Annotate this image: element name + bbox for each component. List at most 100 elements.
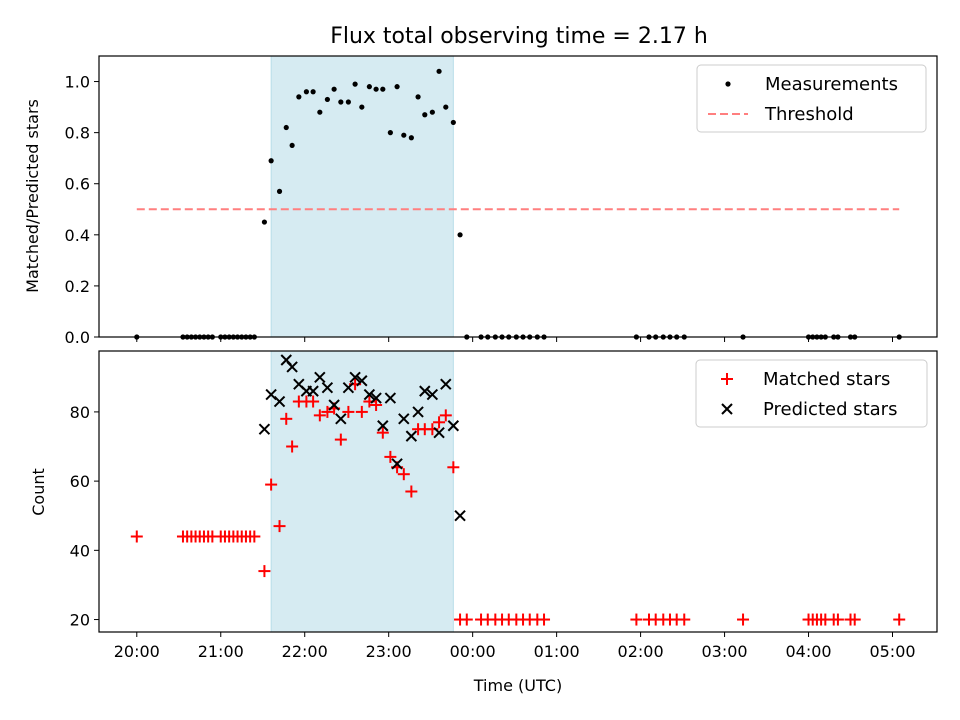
- measurements-point: [317, 109, 323, 115]
- matched-stars-point: [307, 395, 320, 408]
- measurements-point: [394, 84, 400, 90]
- predicted-stars-point: [412, 406, 424, 418]
- predicted-stars-point: [377, 420, 389, 432]
- predicted-stars-point: [384, 392, 397, 404]
- bottom-y-tick-label: 40: [70, 541, 90, 560]
- matched-stars-point: [248, 530, 261, 543]
- bottom-axes-frame: [98, 350, 938, 633]
- measurements-point: [331, 86, 337, 92]
- bottom-y-axis-label: Count: [29, 468, 48, 516]
- predicted-stars-point: [356, 375, 368, 387]
- measurements-point: [268, 158, 274, 164]
- matched-stars-point: [678, 613, 691, 626]
- measurements-point: [276, 188, 283, 194]
- matched-stars-point: [258, 565, 271, 578]
- predicted-stars-point: [440, 378, 452, 390]
- matched-stars-point: [376, 426, 389, 439]
- top-y-tick-label: 0.0: [65, 328, 90, 347]
- matched-stars-point: [630, 613, 643, 626]
- predicted-stars-point: [342, 381, 355, 394]
- measurements-point: [401, 132, 407, 138]
- top-y-tick-label: 1.0: [65, 73, 90, 92]
- legend-predicted-label: Predicted stars: [763, 399, 897, 420]
- bottom-y-ticks: 20 40 60 80: [70, 403, 99, 630]
- bottom-y-tick-label: 80: [70, 403, 90, 422]
- predicted-stars-point: [405, 430, 418, 442]
- matched-stars-point: [130, 530, 143, 543]
- matched-stars-point: [370, 398, 383, 411]
- x-tick-label: 22:00: [282, 642, 328, 661]
- top-panel: 0.0 0.2 0.4 0.6 0.8 1.0 Matched/Predicted sta…: [23, 55, 938, 347]
- predicted-stars-point: [454, 510, 466, 522]
- top-y-axis-label: Matched/Predicted stars: [23, 99, 42, 293]
- measurements-point: [373, 86, 379, 92]
- measurements-point: [310, 89, 316, 95]
- top-legend: Measurements Threshold: [696, 64, 927, 133]
- legend-predicted-marker: [721, 403, 733, 415]
- measurements-point: [408, 135, 414, 141]
- matched-stars-point: [405, 485, 418, 498]
- measurements-point: [415, 94, 421, 100]
- legend-threshold-label: Threshold: [764, 104, 854, 125]
- matched-stars-point: [384, 450, 397, 463]
- bottom-x-ticks: 20:00 21:00 22:00 23:00 00:00 01:00 02:00 03:00…: [114, 632, 916, 661]
- top-y-tick-label: 0.4: [65, 226, 90, 245]
- matched-stars-point: [447, 461, 460, 474]
- matched-stars-point: [286, 440, 299, 453]
- top-y-tick-label: 0.6: [65, 175, 90, 194]
- x-tick-label: 01:00: [534, 642, 580, 661]
- measurements-point: [457, 232, 463, 238]
- bottom-panel: 20 40 60 80 20:00 21:00 22:00 23:00 00:00 01:00 0…: [29, 350, 938, 695]
- measurements-point: [429, 109, 435, 115]
- top-y-tick-label: 0.8: [65, 124, 90, 143]
- bottom-legend: Matched stars Predicted stars: [695, 359, 928, 428]
- top-y-tick-label: 0.2: [65, 277, 90, 296]
- bottom-x-axis-label: Time (UTC): [473, 676, 562, 695]
- bottom-legend-box: [695, 359, 928, 428]
- bottom-y-tick-label: 20: [70, 611, 90, 630]
- predicted-stars-point: [363, 388, 376, 401]
- x-tick-label: 20:00: [114, 642, 160, 661]
- matched-stars-point: [280, 412, 293, 425]
- predicted-stars-point: [335, 413, 347, 425]
- measurements-point: [436, 68, 442, 74]
- matched-stars-point: [538, 613, 551, 626]
- measurements-point: [289, 142, 295, 149]
- predicted-stars-point: [265, 388, 277, 401]
- measurements-point: [324, 96, 330, 103]
- measurements-point: [345, 99, 351, 105]
- measurements-point: [387, 130, 393, 136]
- matched-stars-point: [848, 613, 861, 626]
- matched-stars-point: [831, 613, 844, 626]
- matched-stars-point: [265, 478, 278, 491]
- predicted-stars-point: [433, 426, 445, 439]
- predicted-stars-point: [447, 420, 460, 432]
- predicted-stars-point: [370, 392, 382, 404]
- figure-title: Flux total observing time = 2.17 h: [330, 24, 708, 49]
- matched-stars-point: [342, 405, 355, 418]
- x-tick-label: 04:00: [785, 642, 831, 661]
- predicted-stars-point: [273, 395, 286, 408]
- matched-stars-point: [313, 409, 326, 422]
- x-tick-label: 21:00: [198, 642, 244, 661]
- top-axes-frame: [98, 55, 938, 338]
- bottom-y-tick-label: 60: [70, 472, 90, 491]
- x-tick-label: 02:00: [618, 642, 664, 661]
- measurements-point: [366, 84, 372, 90]
- measurements-point: [296, 94, 302, 100]
- legend-matched-marker: [721, 373, 733, 385]
- predicted-stars-point: [328, 399, 340, 411]
- top-y-ticks: 0.0 0.2 0.4 0.6 0.8 1.0: [65, 73, 99, 347]
- predicted-stars-point: [419, 385, 431, 397]
- x-tick-label: 05:00: [869, 642, 915, 661]
- matched-stars-point: [334, 433, 347, 446]
- matched-stars-point: [433, 416, 446, 429]
- measurements-point: [261, 219, 268, 225]
- measurements-point: [422, 112, 428, 118]
- measurements-point: [443, 104, 449, 110]
- matched-stars-point: [460, 613, 473, 626]
- predicted-stars-point: [258, 423, 271, 435]
- legend-measurements-marker: [725, 81, 731, 87]
- predicted-stars-point: [398, 413, 410, 425]
